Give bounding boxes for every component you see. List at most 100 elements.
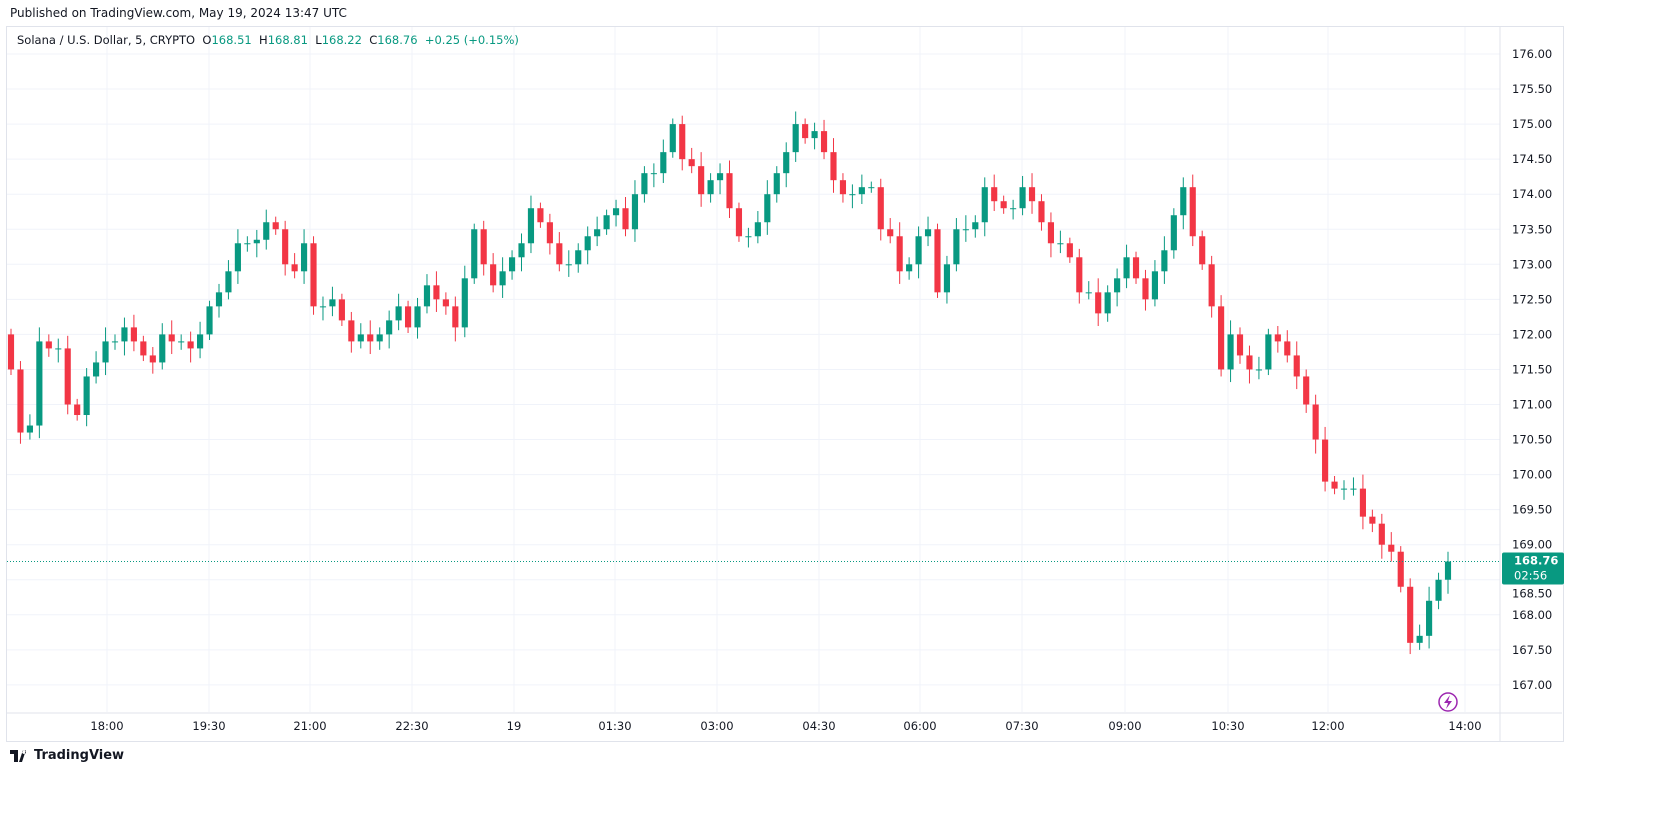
candle-body	[679, 124, 686, 160]
candle	[1293, 341, 1300, 390]
candle	[1350, 477, 1357, 496]
candle	[490, 253, 497, 293]
candle-body	[896, 236, 903, 272]
candle	[1255, 356, 1262, 380]
candle-body	[74, 404, 81, 416]
candle	[206, 300, 213, 341]
candle-body	[1312, 404, 1319, 440]
candle-body	[140, 341, 147, 356]
candle-body	[1236, 334, 1244, 356]
candle-body	[877, 187, 884, 230]
candle-body	[1180, 187, 1187, 216]
candle	[26, 414, 33, 440]
candle	[584, 226, 591, 265]
candle-body	[282, 229, 289, 265]
candle-body	[735, 208, 743, 237]
candle-body	[1426, 600, 1433, 636]
candle	[300, 229, 308, 284]
candle	[896, 222, 903, 284]
candle-body	[565, 264, 572, 266]
price-tag: 168.76 02:56	[1502, 552, 1564, 585]
candle-body	[1066, 243, 1073, 258]
candle-body	[1151, 271, 1159, 300]
candle	[1076, 248, 1083, 304]
candle	[121, 317, 128, 356]
candle-body	[1359, 488, 1366, 517]
candle	[93, 351, 100, 384]
candle-body	[934, 229, 941, 293]
x-tick-label: 10:30	[1211, 719, 1244, 733]
candle	[338, 293, 345, 326]
candle	[1322, 426, 1329, 492]
candle-body	[1407, 586, 1414, 643]
symbol-legend: Solana / U.S. Dollar, 5, CRYPTO O168.51 …	[17, 33, 519, 47]
candle-body	[764, 194, 771, 223]
candle-body	[168, 334, 175, 342]
candle	[414, 297, 421, 339]
x-tick-label: 18:00	[90, 719, 123, 733]
y-tick-label: 169.50	[1512, 503, 1552, 517]
candle	[1151, 260, 1159, 307]
candle	[36, 327, 43, 439]
candle	[660, 139, 667, 183]
candle-body	[376, 334, 383, 342]
candle-body	[575, 250, 582, 265]
candle-body	[433, 285, 440, 300]
x-tick-label: 14:00	[1448, 719, 1481, 733]
candle-body	[1227, 334, 1234, 370]
x-tick-label: 01:30	[598, 719, 631, 733]
candle-body	[7, 334, 15, 370]
candle-body	[348, 320, 355, 342]
candle-body	[858, 187, 865, 195]
candle	[1407, 578, 1414, 655]
candle	[527, 195, 535, 254]
candle-body	[1369, 516, 1376, 524]
candle	[1444, 551, 1452, 594]
candle-body	[962, 229, 969, 231]
candle-body	[1189, 187, 1196, 237]
candle-body	[111, 341, 119, 343]
candle-body	[310, 243, 317, 307]
candle	[991, 174, 998, 212]
candle-body	[1132, 257, 1140, 279]
candle-body	[1340, 488, 1348, 490]
candle-body	[386, 320, 393, 335]
candle	[1312, 394, 1319, 454]
candle	[1435, 572, 1442, 610]
candle-body	[1284, 341, 1291, 356]
candle	[669, 118, 676, 158]
candle-body	[1265, 334, 1272, 370]
candle	[1123, 244, 1130, 289]
candle-body	[783, 152, 790, 174]
tradingview-logo-icon	[10, 749, 27, 762]
candle	[792, 111, 799, 162]
candle	[1142, 269, 1149, 311]
candle	[1104, 285, 1111, 322]
candle-body	[745, 236, 752, 238]
candle	[83, 368, 90, 427]
candle-body	[1416, 635, 1423, 643]
lightning-icon[interactable]	[1438, 692, 1458, 712]
candle-body	[55, 348, 62, 350]
candle-body	[688, 159, 695, 167]
candle-body	[234, 243, 241, 272]
y-tick-label: 169.00	[1512, 538, 1552, 552]
low-label: L	[315, 33, 322, 47]
candle-body	[622, 208, 629, 230]
candle-body	[499, 271, 506, 286]
tradingview-logo[interactable]: TradingView	[10, 748, 124, 763]
candle	[802, 118, 809, 144]
candle-body	[698, 166, 705, 195]
x-tick-label: 09:00	[1108, 719, 1141, 733]
y-tick-label: 171.50	[1512, 362, 1552, 376]
candle	[1180, 177, 1187, 230]
x-tick-label: 22:30	[395, 719, 428, 733]
candle-body	[546, 222, 553, 244]
close-value: 168.76	[377, 33, 418, 47]
candle-body	[490, 264, 497, 286]
candle	[783, 142, 790, 188]
candle-body	[414, 306, 421, 328]
candle	[858, 174, 865, 205]
candle-body	[272, 222, 279, 230]
